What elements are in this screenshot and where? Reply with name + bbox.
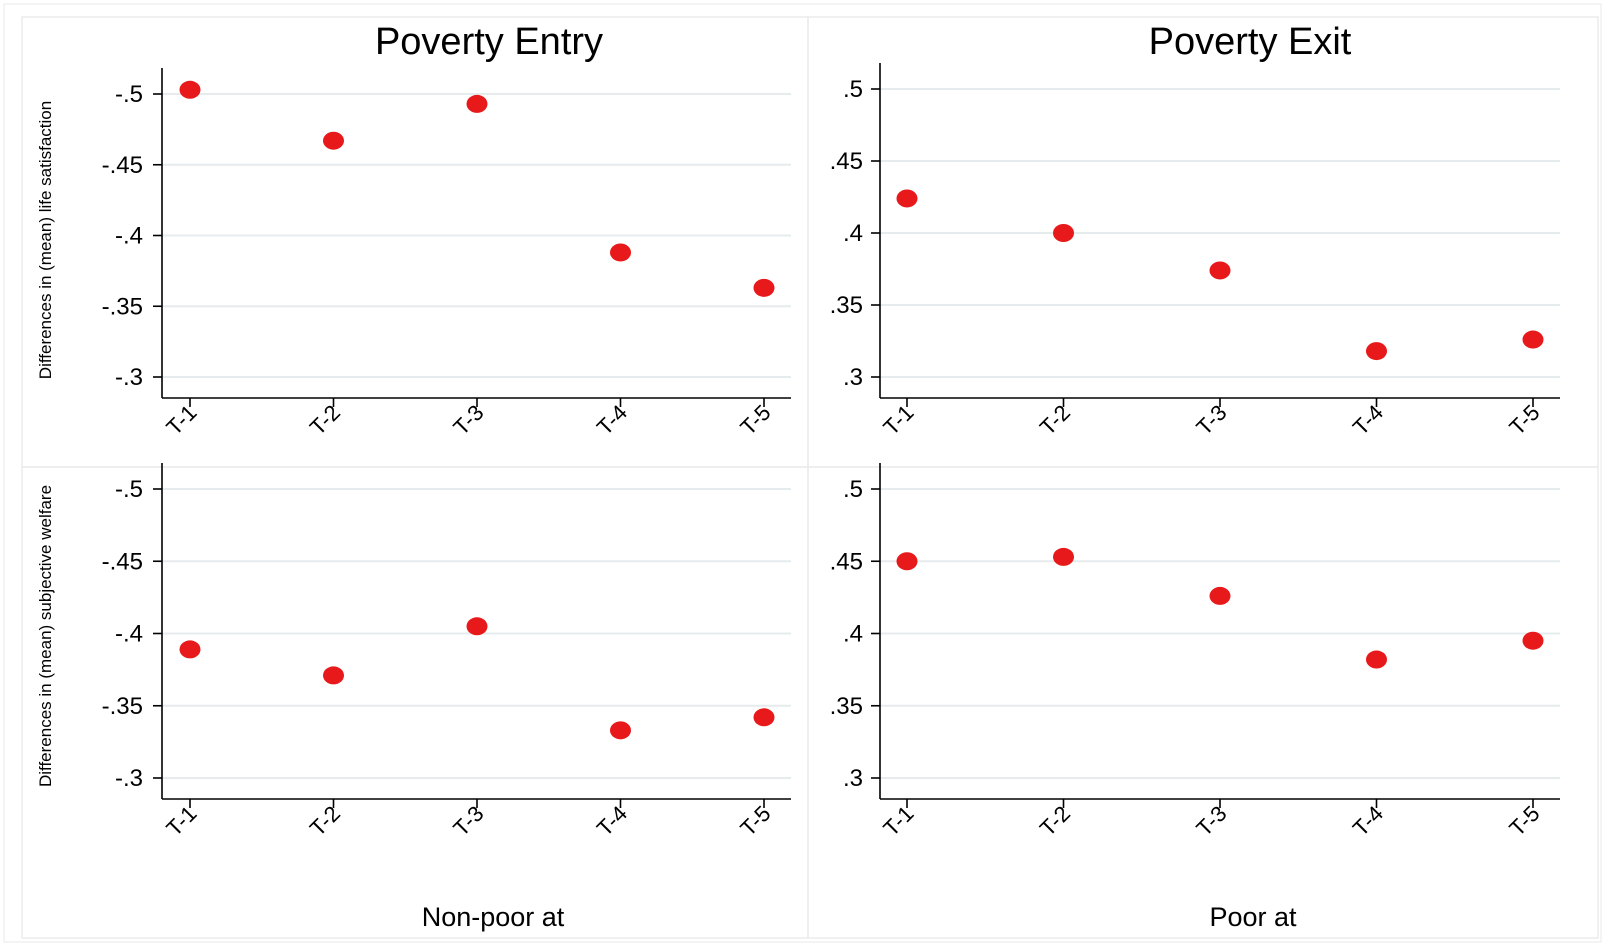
y-tick-label: -.5 (115, 476, 143, 503)
data-point (179, 80, 201, 99)
x-axis-title-non-poor-at: Non-poor at (422, 902, 565, 932)
y-tick-label: .4 (843, 220, 863, 247)
data-point (753, 278, 775, 297)
y-tick-label: .3 (843, 765, 863, 792)
y-tick-label: .45 (830, 148, 863, 175)
y-tick-label: -.5 (115, 81, 143, 108)
y-tick-label: -.45 (102, 548, 143, 575)
y-tick-label: .35 (830, 693, 863, 720)
data-point (896, 189, 918, 208)
y-tick-label: -.4 (115, 621, 143, 648)
data-point (466, 617, 488, 636)
data-point (610, 721, 631, 740)
data-point (1522, 330, 1544, 349)
y-axis-title-life-satisfaction: Differences in (mean) life satisfaction (36, 101, 55, 379)
data-point (1366, 650, 1387, 669)
y-tick-label: .35 (830, 292, 863, 319)
y-tick-label: -.4 (115, 223, 143, 250)
data-point (323, 131, 344, 150)
y-tick-label: -.3 (115, 364, 143, 391)
y-tick-label: .4 (843, 621, 863, 648)
figure-outer-border (3, 3, 1602, 943)
data-point (323, 666, 344, 685)
data-point (179, 640, 201, 659)
data-point (896, 552, 918, 571)
y-axis-title-subjective-welfare: Differences in (mean) subjective welfare (36, 485, 55, 787)
data-point (1366, 342, 1387, 361)
data-point (1209, 586, 1231, 605)
y-tick-label: .5 (843, 476, 863, 503)
y-tick-label: -.35 (102, 693, 143, 720)
panel-title-poverty-exit: Poverty Exit (1149, 21, 1352, 63)
y-tick-label: -.35 (102, 293, 143, 320)
data-point (753, 708, 775, 727)
x-axis-title-poor-at: Poor at (1209, 902, 1297, 932)
panel-frame-bottom-right (807, 466, 1599, 939)
panel-title-poverty-entry: Poverty Entry (375, 21, 603, 63)
y-tick-label: -.3 (115, 765, 143, 792)
data-point (1209, 261, 1231, 280)
y-tick-label: .5 (843, 76, 863, 103)
data-point (1053, 224, 1074, 242)
data-point (1053, 547, 1074, 566)
data-point (610, 243, 631, 262)
data-point (466, 94, 488, 113)
y-tick-label: .3 (843, 364, 863, 391)
y-tick-label: .45 (830, 548, 863, 575)
y-tick-label: -.45 (102, 152, 143, 179)
data-point (1522, 631, 1544, 650)
